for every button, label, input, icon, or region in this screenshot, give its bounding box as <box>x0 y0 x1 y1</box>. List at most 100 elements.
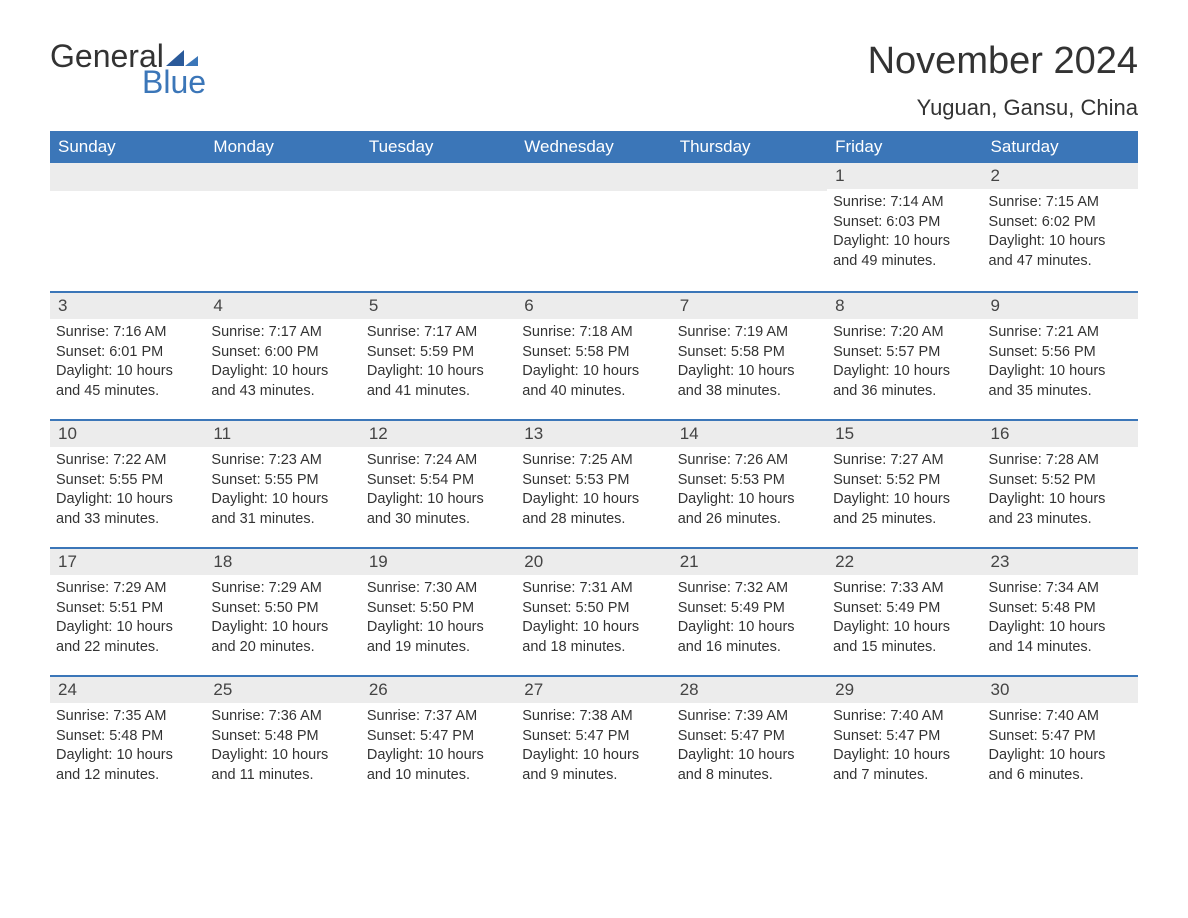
day-details: Sunrise: 7:38 AMSunset: 5:47 PMDaylight:… <box>516 703 671 795</box>
weekday-col: Friday <box>827 131 982 163</box>
sunrise-line: Sunrise: 7:25 AM <box>522 451 665 471</box>
day-number: 12 <box>361 421 516 447</box>
sunset-line: Sunset: 5:50 PM <box>211 599 354 619</box>
calendar-cell: 18Sunrise: 7:29 AMSunset: 5:50 PMDayligh… <box>205 549 360 675</box>
day-details: Sunrise: 7:20 AMSunset: 5:57 PMDaylight:… <box>827 319 982 411</box>
day-details: Sunrise: 7:16 AMSunset: 6:01 PMDaylight:… <box>50 319 205 411</box>
calendar-cell: 27Sunrise: 7:38 AMSunset: 5:47 PMDayligh… <box>516 677 671 803</box>
sunset-line: Sunset: 6:01 PM <box>56 343 199 363</box>
day-number: 13 <box>516 421 671 447</box>
weekday-col: Saturday <box>983 131 1138 163</box>
day-details: Sunrise: 7:37 AMSunset: 5:47 PMDaylight:… <box>361 703 516 795</box>
day-details: Sunrise: 7:17 AMSunset: 5:59 PMDaylight:… <box>361 319 516 411</box>
day-number: 15 <box>827 421 982 447</box>
day-number: 22 <box>827 549 982 575</box>
sunrise-line: Sunrise: 7:33 AM <box>833 579 976 599</box>
sunset-line: Sunset: 5:48 PM <box>211 727 354 747</box>
daylight-line: Daylight: 10 hours and 23 minutes. <box>989 490 1132 529</box>
day-details: Sunrise: 7:30 AMSunset: 5:50 PMDaylight:… <box>361 575 516 667</box>
sunset-line: Sunset: 5:47 PM <box>678 727 821 747</box>
calendar-cell: 9Sunrise: 7:21 AMSunset: 5:56 PMDaylight… <box>983 293 1138 419</box>
calendar-cell: 23Sunrise: 7:34 AMSunset: 5:48 PMDayligh… <box>983 549 1138 675</box>
day-number: 19 <box>361 549 516 575</box>
day-details: Sunrise: 7:32 AMSunset: 5:49 PMDaylight:… <box>672 575 827 667</box>
sunrise-line: Sunrise: 7:34 AM <box>989 579 1132 599</box>
calendar-week: 3Sunrise: 7:16 AMSunset: 6:01 PMDaylight… <box>50 291 1138 419</box>
daylight-line: Daylight: 10 hours and 40 minutes. <box>522 362 665 401</box>
daylight-line: Daylight: 10 hours and 14 minutes. <box>989 618 1132 657</box>
day-number <box>50 163 205 191</box>
sunrise-line: Sunrise: 7:40 AM <box>989 707 1132 727</box>
sunrise-line: Sunrise: 7:18 AM <box>522 323 665 343</box>
calendar-cell <box>516 163 671 291</box>
sunset-line: Sunset: 5:47 PM <box>522 727 665 747</box>
daylight-line: Daylight: 10 hours and 45 minutes. <box>56 362 199 401</box>
daylight-line: Daylight: 10 hours and 7 minutes. <box>833 746 976 785</box>
day-details: Sunrise: 7:24 AMSunset: 5:54 PMDaylight:… <box>361 447 516 539</box>
weekday-col: Monday <box>205 131 360 163</box>
day-number: 27 <box>516 677 671 703</box>
daylight-line: Daylight: 10 hours and 41 minutes. <box>367 362 510 401</box>
day-details: Sunrise: 7:26 AMSunset: 5:53 PMDaylight:… <box>672 447 827 539</box>
header: General Blue November 2024 Yuguan, Gansu… <box>50 40 1138 121</box>
day-number: 4 <box>205 293 360 319</box>
day-number: 21 <box>672 549 827 575</box>
sunset-line: Sunset: 5:47 PM <box>989 727 1132 747</box>
day-number <box>205 163 360 191</box>
day-number: 20 <box>516 549 671 575</box>
daylight-line: Daylight: 10 hours and 19 minutes. <box>367 618 510 657</box>
day-details: Sunrise: 7:29 AMSunset: 5:51 PMDaylight:… <box>50 575 205 667</box>
day-number: 6 <box>516 293 671 319</box>
day-number: 1 <box>827 163 982 189</box>
sunset-line: Sunset: 6:03 PM <box>833 213 976 233</box>
day-number <box>361 163 516 191</box>
sunset-line: Sunset: 5:49 PM <box>833 599 976 619</box>
sunrise-line: Sunrise: 7:14 AM <box>833 193 976 213</box>
calendar-cell <box>361 163 516 291</box>
day-details: Sunrise: 7:19 AMSunset: 5:58 PMDaylight:… <box>672 319 827 411</box>
calendar-cell <box>205 163 360 291</box>
day-details: Sunrise: 7:40 AMSunset: 5:47 PMDaylight:… <box>983 703 1138 795</box>
calendar-cell: 16Sunrise: 7:28 AMSunset: 5:52 PMDayligh… <box>983 421 1138 547</box>
sunset-line: Sunset: 5:53 PM <box>522 471 665 491</box>
daylight-line: Daylight: 10 hours and 15 minutes. <box>833 618 976 657</box>
day-number: 8 <box>827 293 982 319</box>
day-details: Sunrise: 7:18 AMSunset: 5:58 PMDaylight:… <box>516 319 671 411</box>
sunset-line: Sunset: 5:58 PM <box>522 343 665 363</box>
sunrise-line: Sunrise: 7:22 AM <box>56 451 199 471</box>
calendar-cell <box>50 163 205 291</box>
day-number: 3 <box>50 293 205 319</box>
sunset-line: Sunset: 5:57 PM <box>833 343 976 363</box>
sunset-line: Sunset: 5:51 PM <box>56 599 199 619</box>
month-title: November 2024 <box>868 40 1138 83</box>
sunrise-line: Sunrise: 7:17 AM <box>211 323 354 343</box>
day-number: 25 <box>205 677 360 703</box>
daylight-line: Daylight: 10 hours and 8 minutes. <box>678 746 821 785</box>
calendar-cell: 20Sunrise: 7:31 AMSunset: 5:50 PMDayligh… <box>516 549 671 675</box>
sunrise-line: Sunrise: 7:39 AM <box>678 707 821 727</box>
day-details: Sunrise: 7:28 AMSunset: 5:52 PMDaylight:… <box>983 447 1138 539</box>
sunrise-line: Sunrise: 7:21 AM <box>989 323 1132 343</box>
calendar-cell: 1Sunrise: 7:14 AMSunset: 6:03 PMDaylight… <box>827 163 982 291</box>
day-number: 10 <box>50 421 205 447</box>
sunset-line: Sunset: 5:47 PM <box>367 727 510 747</box>
calendar-week: 17Sunrise: 7:29 AMSunset: 5:51 PMDayligh… <box>50 547 1138 675</box>
day-number: 2 <box>983 163 1138 189</box>
sunset-line: Sunset: 5:53 PM <box>678 471 821 491</box>
flag-icon <box>166 44 198 66</box>
sunset-line: Sunset: 5:56 PM <box>989 343 1132 363</box>
sunrise-line: Sunrise: 7:23 AM <box>211 451 354 471</box>
day-number: 24 <box>50 677 205 703</box>
location: Yuguan, Gansu, China <box>868 95 1138 121</box>
day-details: Sunrise: 7:40 AMSunset: 5:47 PMDaylight:… <box>827 703 982 795</box>
calendar-cell: 19Sunrise: 7:30 AMSunset: 5:50 PMDayligh… <box>361 549 516 675</box>
sunrise-line: Sunrise: 7:26 AM <box>678 451 821 471</box>
daylight-line: Daylight: 10 hours and 38 minutes. <box>678 362 821 401</box>
day-number: 9 <box>983 293 1138 319</box>
sunrise-line: Sunrise: 7:28 AM <box>989 451 1132 471</box>
brand-logo: General Blue <box>50 40 206 98</box>
calendar-cell: 22 Sunrise: 7:33 AMSunset: 5:49 PMDayligh… <box>827 549 982 675</box>
sunrise-line: Sunrise: 7:37 AM <box>367 707 510 727</box>
weekday-col: Sunday <box>50 131 205 163</box>
day-details: Sunrise: 7:23 AMSunset: 5:55 PMDaylight:… <box>205 447 360 539</box>
